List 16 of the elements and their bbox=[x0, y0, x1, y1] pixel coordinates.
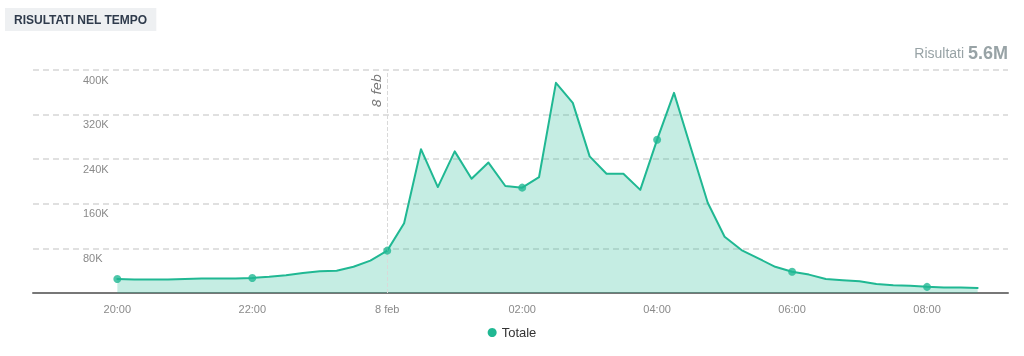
x-tick-label: 04:00 bbox=[643, 302, 671, 315]
ref-line-label: 8 feb bbox=[369, 74, 385, 108]
y-tick-label: 400K bbox=[83, 73, 110, 86]
text: Risultati 5.6M bbox=[914, 43, 1009, 63]
y-tick-label: 240K bbox=[83, 162, 110, 175]
y-tick-label: 320K bbox=[83, 118, 110, 131]
y-tick-label: 80K bbox=[83, 251, 104, 264]
x-tick-label: 8 feb bbox=[375, 302, 400, 315]
x-tick-label: 02:00 bbox=[508, 302, 536, 315]
x-tick-label: 06:00 bbox=[778, 302, 806, 315]
y-tick-label: 160K bbox=[83, 207, 110, 220]
legend-label: Totale bbox=[501, 325, 537, 340]
x-tick-label: 08:00 bbox=[913, 302, 941, 315]
x-tick-label: 20:00 bbox=[103, 302, 132, 315]
chart-title: RISULTATI NEL TEMPO bbox=[14, 13, 148, 27]
x-tick-label: 22:00 bbox=[238, 302, 267, 315]
